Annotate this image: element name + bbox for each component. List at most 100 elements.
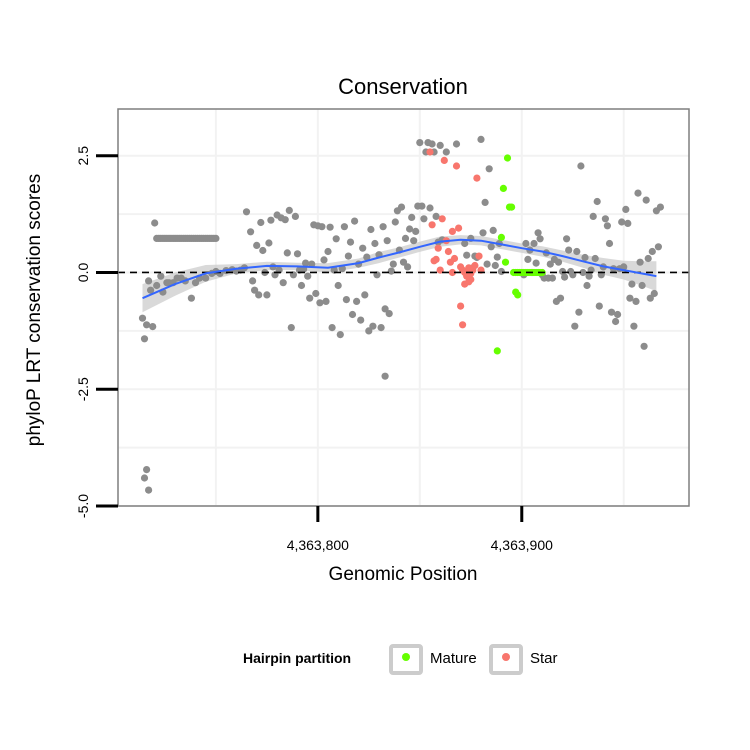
data-point-other [147, 286, 155, 294]
data-point-star [475, 252, 483, 260]
y-tick-label: 0.0 [75, 263, 91, 283]
data-point-other [387, 267, 395, 275]
data-point-other [573, 247, 581, 256]
data-point-other [367, 225, 375, 234]
data-point-other [632, 297, 640, 305]
data-point-other [408, 213, 416, 221]
data-point-other [534, 229, 542, 237]
data-point-other [385, 310, 393, 318]
data-point-other [656, 203, 665, 211]
data-point-other [563, 235, 571, 243]
data-point-other [642, 196, 650, 204]
data-point-other [404, 263, 412, 271]
data-point-mature [508, 203, 516, 211]
data-point-other [442, 148, 450, 156]
data-point-other [532, 259, 540, 267]
panel-background [118, 109, 689, 506]
data-point-other [143, 321, 151, 329]
data-point-other [191, 279, 200, 287]
data-point-other [312, 289, 320, 298]
data-point-other [477, 135, 485, 143]
data-point-mature [499, 184, 507, 192]
data-point-other [497, 267, 505, 276]
data-point-other [554, 258, 563, 266]
data-point-other [242, 208, 251, 216]
data-point-other [202, 274, 210, 282]
data-point-other [138, 314, 147, 322]
data-point-other [281, 216, 289, 224]
data-point-star [440, 156, 448, 164]
data-point-other [381, 372, 389, 380]
data-point-other [304, 272, 312, 280]
data-point-other [265, 239, 273, 247]
data-point-other [589, 212, 597, 220]
data-point-other [548, 274, 557, 282]
data-point-star [473, 174, 481, 182]
data-point-star [448, 227, 456, 235]
data-point-star [467, 269, 475, 277]
data-point-star [434, 244, 442, 252]
data-point-other [336, 331, 344, 339]
data-point-other [344, 252, 352, 260]
data-point-other [371, 239, 379, 248]
data-point-star [426, 148, 434, 156]
data-point-star [455, 224, 463, 232]
data-point-other [559, 267, 567, 276]
data-point-other [634, 189, 642, 197]
data-point-other [291, 212, 299, 220]
smooth-trend-line [142, 238, 657, 300]
data-point-star [452, 162, 461, 170]
data-point-other [251, 286, 259, 294]
data-point-other [410, 237, 418, 245]
data-point-other [483, 260, 491, 268]
legend-items: Mature Star [389, 644, 558, 675]
data-point-star [471, 261, 479, 270]
data-point-other [485, 165, 493, 173]
data-point-other [259, 246, 267, 255]
data-point-other [379, 223, 387, 231]
legend-label: Star [530, 650, 558, 667]
data-point-other [426, 204, 434, 212]
data-point-other [320, 256, 328, 264]
data-point-other [149, 323, 157, 331]
data-point-other [644, 254, 652, 263]
data-point-star [444, 247, 452, 256]
data-point-other [255, 291, 263, 299]
data-point-other [479, 229, 487, 237]
data-point-other [581, 253, 589, 262]
data-point-other [140, 335, 149, 343]
data-point-star [459, 321, 467, 329]
data-point-star [450, 254, 459, 263]
data-point-other [297, 281, 306, 290]
data-point-other [452, 140, 461, 148]
data-point-other [583, 281, 591, 290]
data-point-mature [503, 154, 512, 162]
data-point-other [524, 255, 532, 263]
data-point-other [308, 260, 316, 268]
data-point-other [620, 263, 628, 271]
data-point-other [346, 238, 355, 246]
data-point-other [391, 218, 399, 226]
data-point-other [318, 223, 326, 231]
data-point-other [212, 234, 220, 242]
data-point-other [365, 327, 373, 335]
data-point-other [628, 280, 636, 288]
data-point-other [648, 247, 656, 256]
data-point-other [612, 317, 620, 326]
data-point-other [293, 250, 302, 258]
data-point-other [654, 243, 663, 251]
data-point-other [383, 237, 391, 245]
data-point-other [626, 294, 634, 302]
data-point-other [151, 219, 159, 227]
data-point-other [348, 310, 357, 319]
data-point-other [397, 203, 406, 211]
data-point-other [353, 297, 361, 305]
legend-label: Mature [430, 650, 477, 667]
data-point-star [432, 255, 440, 263]
data-point-star [448, 268, 456, 277]
data-point-other [481, 198, 489, 206]
data-point-other [334, 281, 342, 290]
data-point-mature [493, 347, 501, 355]
data-point-other [332, 235, 340, 243]
